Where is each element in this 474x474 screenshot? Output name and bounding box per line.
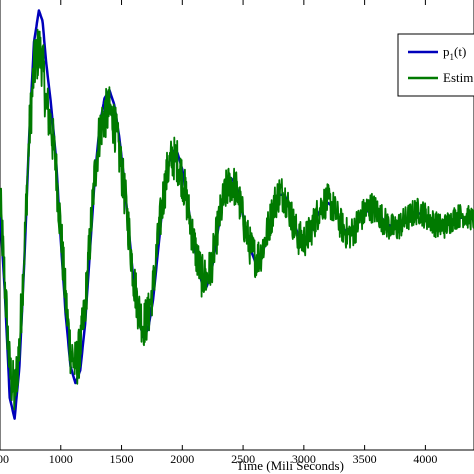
series-line-estim [0, 28, 474, 411]
x-tick-label: 3000 [292, 452, 316, 466]
legend: p1(t) Estim [397, 33, 474, 97]
legend-label-estim: Estim [443, 70, 473, 85]
x-tick-label: 1500 [110, 452, 134, 466]
x-tick-label: 1000 [49, 452, 73, 466]
x-axis: 500 1000 1500 2000 2500 3000 3500 4000 [0, 0, 437, 466]
legend-label-p1: p1(t) [443, 44, 466, 62]
x-axis-title: Time (Mili Seconds) [236, 458, 344, 473]
legend-box [397, 33, 474, 97]
x-tick-label: 2500 [231, 452, 255, 466]
x-tick-label: 3500 [353, 452, 377, 466]
x-tick-label: 4000 [413, 452, 437, 466]
x-tick-label: 2000 [170, 452, 194, 466]
x-tick-label: 500 [0, 452, 9, 466]
series-layer [0, 9, 474, 420]
